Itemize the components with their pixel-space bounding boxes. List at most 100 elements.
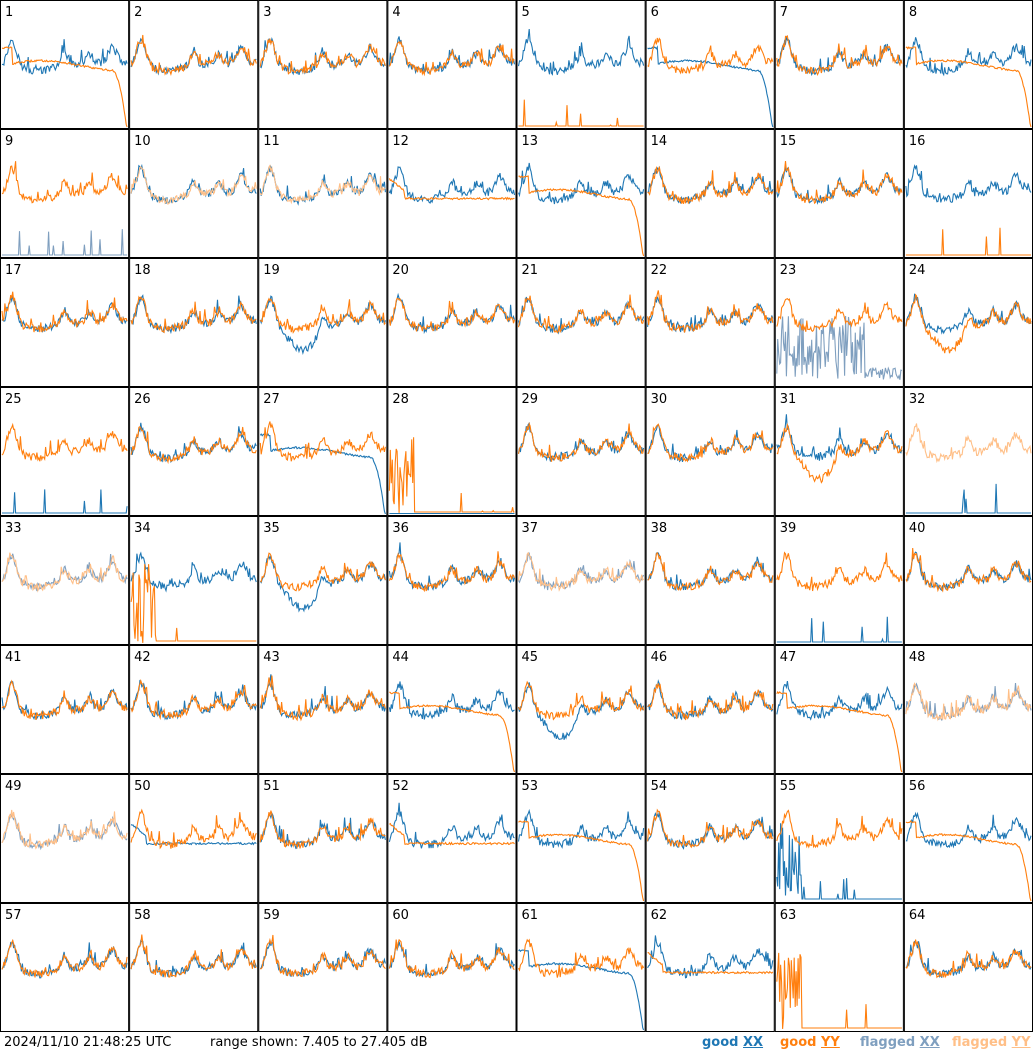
- series-xx-line: [1, 295, 128, 334]
- panel-13: 13: [516, 129, 646, 258]
- series-yy-line: [1, 809, 128, 850]
- series-yy-line: [647, 423, 774, 463]
- panel-frame: [258, 129, 388, 258]
- panel-2: 2: [129, 0, 259, 129]
- panel-frame: [645, 516, 775, 645]
- panel-28: 28: [387, 387, 517, 516]
- series-xx-line: [130, 939, 257, 978]
- panel-frame: [129, 387, 259, 516]
- panel-18: 18: [129, 258, 259, 387]
- series-yy-line: [130, 295, 257, 334]
- series-yy-line: [776, 952, 902, 1029]
- panel-label: 41: [5, 650, 22, 665]
- panel-58: 58: [129, 903, 259, 1032]
- series-xx-line: [259, 811, 386, 850]
- series-yy-line: [130, 808, 257, 850]
- panel-31: 31: [774, 387, 904, 516]
- panel-frame: [129, 516, 259, 645]
- series-xx-line: [259, 165, 386, 206]
- series-xx-line: [388, 802, 515, 849]
- series-xx-line: [905, 37, 1032, 77]
- series-yy-line: [388, 551, 516, 593]
- panel-19: 19: [258, 258, 388, 387]
- panel-label: 4: [392, 5, 400, 20]
- series-yy-line: [130, 934, 257, 978]
- panel-61: 61: [516, 903, 646, 1032]
- panel-24: 24: [903, 258, 1033, 387]
- panel-frame: [645, 645, 775, 774]
- panel-label: 44: [392, 650, 409, 665]
- panel-frame: [645, 903, 775, 1032]
- panel-frame: [516, 129, 646, 258]
- series-xx-line: [388, 166, 516, 204]
- series-yy-line: [388, 297, 516, 332]
- panel-label: 34: [134, 521, 151, 536]
- panel-64: 64: [903, 903, 1033, 1032]
- panel-label: 60: [392, 908, 409, 923]
- series-xx-line: [130, 37, 257, 76]
- panel-label: 30: [651, 392, 668, 407]
- legend-flagged-yy: flagged YY: [952, 1035, 1031, 1050]
- panel-label: 7: [780, 5, 788, 20]
- panel-label: 63: [780, 908, 797, 923]
- series-yy-line: [905, 423, 1032, 464]
- series-yy-line: [518, 99, 644, 127]
- series-xx-line: [905, 682, 1032, 722]
- series-yy-line: [905, 547, 1032, 593]
- panel-label: 39: [780, 521, 797, 536]
- series-yy-line: [647, 551, 774, 591]
- panel-label: 8: [909, 5, 917, 20]
- panel-label: 17: [5, 263, 22, 278]
- panel-label: 57: [5, 908, 22, 923]
- series-xx-line: [647, 811, 774, 850]
- panel-44: 44: [387, 645, 517, 774]
- panel-frame: [387, 0, 517, 129]
- panel-frame: [0, 903, 130, 1032]
- panel-label: 29: [522, 392, 539, 407]
- series-xx-line: [388, 681, 515, 720]
- panel-label: 25: [5, 392, 22, 407]
- panel-frame: [0, 258, 130, 387]
- series-yy-line: [517, 421, 645, 462]
- series-yy-line: [647, 683, 774, 721]
- panel-frame: [129, 0, 259, 129]
- series-yy-line: [259, 297, 386, 334]
- panel-label: 15: [780, 134, 797, 149]
- series-xx-line: [905, 940, 1032, 979]
- panel-label: 62: [651, 908, 668, 923]
- panel-frame: [645, 129, 775, 258]
- panel-36: 36: [387, 516, 517, 645]
- series-yy-line: [518, 938, 645, 978]
- panel-frame: [258, 387, 388, 516]
- panel-frame: [774, 129, 904, 258]
- panel-15: 15: [774, 129, 904, 258]
- panel-52: 52: [387, 774, 517, 903]
- series-xx-line: [647, 552, 774, 592]
- legend-flagged-xx: flagged XX: [860, 1035, 940, 1050]
- panel-frame: [0, 516, 130, 645]
- panel-22: 22: [645, 258, 775, 387]
- series-yy-line: [130, 678, 257, 721]
- panel-frame: [516, 387, 646, 516]
- panel-9: 9: [0, 129, 130, 258]
- series-xx-line: [776, 414, 903, 461]
- series-xx-line: [776, 616, 902, 643]
- series-xx-line: [1, 39, 128, 75]
- panel-label: 27: [263, 392, 280, 407]
- series-xx-line: [905, 483, 1031, 514]
- series-yy-line: [905, 682, 1032, 722]
- panel-frame: [387, 258, 517, 387]
- panel-label: 35: [263, 521, 280, 536]
- series-xx-line: [2, 229, 128, 256]
- panel-frame: [129, 903, 259, 1032]
- panel-54: 54: [645, 774, 775, 903]
- series-xx-line: [517, 296, 645, 335]
- panel-26: 26: [129, 387, 259, 516]
- panel-3: 3: [258, 0, 388, 129]
- panel-frame: [258, 258, 388, 387]
- panel-29: 29: [516, 387, 646, 516]
- series-yy-line: [517, 551, 645, 592]
- panel-frame: [0, 129, 130, 258]
- series-yy-line: [776, 298, 903, 333]
- legend-good-yy: good YY: [780, 1035, 840, 1050]
